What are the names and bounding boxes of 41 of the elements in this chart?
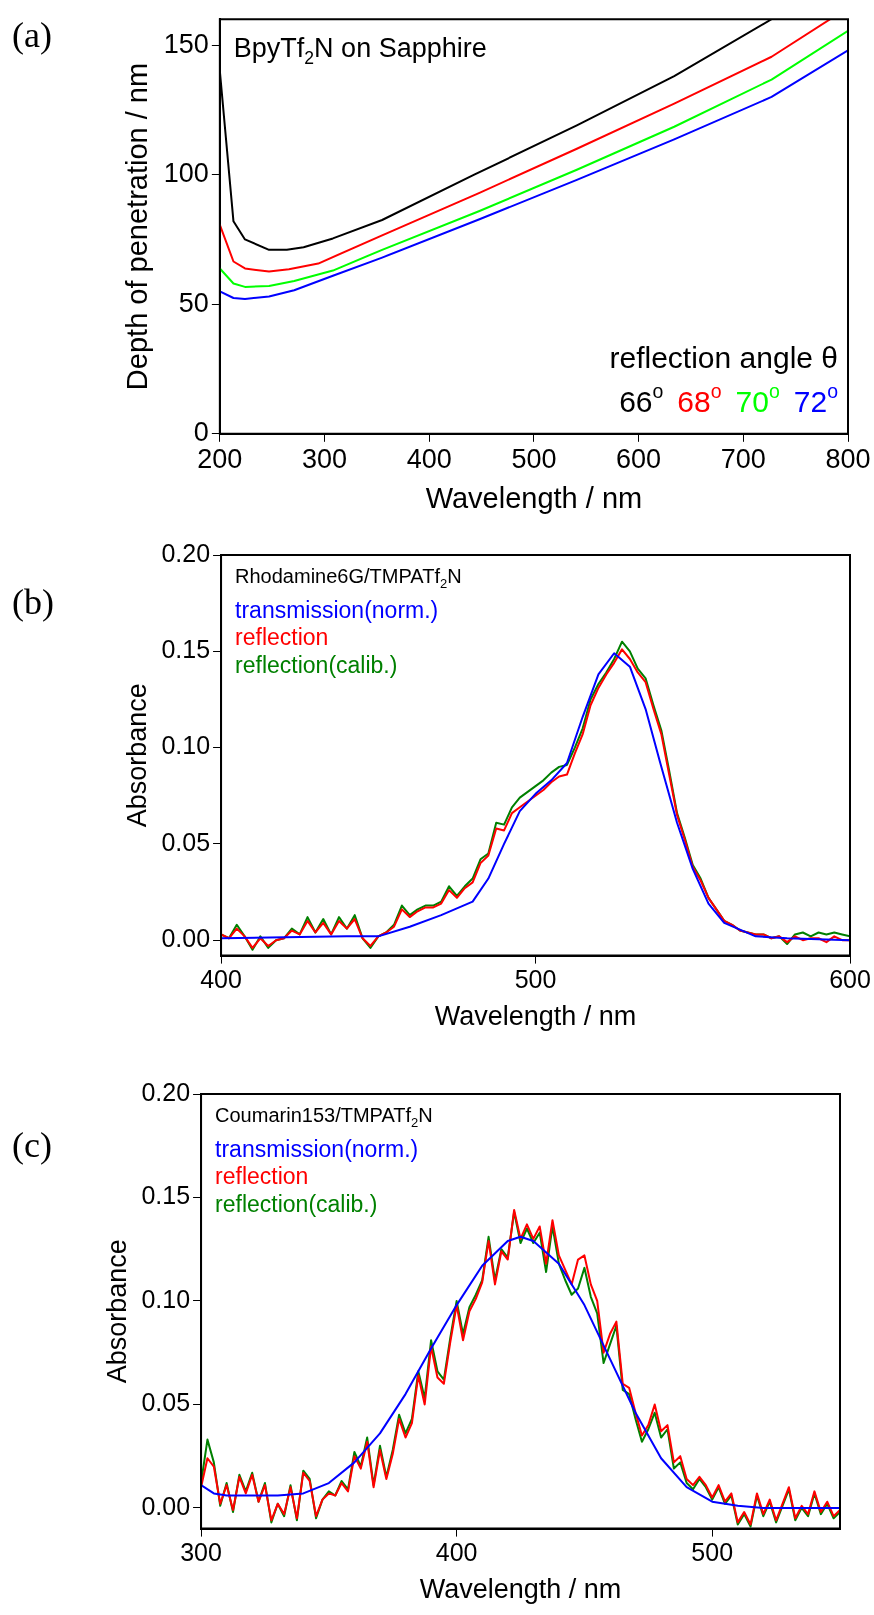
x-tick-label: 400 — [200, 965, 242, 994]
y-tick-label: 0.20 — [161, 538, 211, 567]
x-tick-label: 600 — [616, 444, 662, 475]
text: reflection — [215, 1163, 309, 1190]
y-axis-title: Absorbance — [121, 683, 152, 828]
y-tick-label: 0.20 — [141, 1077, 191, 1106]
text: transmission(norm.) — [235, 596, 439, 623]
text: (a) — [12, 15, 52, 56]
text: reflection — [235, 624, 329, 651]
y-tick-label: 0.00 — [161, 924, 211, 953]
x-axis-title: Wavelength / nm — [419, 1574, 622, 1605]
y-tick-label: 0.10 — [161, 731, 211, 760]
legend-title: reflection angle θ — [609, 340, 839, 374]
y-axis-title: Absorbance — [101, 1239, 132, 1384]
x-tick-label: 500 — [511, 444, 557, 475]
x-tick-label: 300 — [180, 1538, 222, 1567]
x-tick-label: 500 — [691, 1538, 734, 1567]
text: (b) — [12, 582, 54, 623]
x-tick-label: 800 — [825, 444, 871, 475]
y-tick-label: 150 — [163, 28, 209, 59]
y-tick-label: 0.05 — [141, 1388, 191, 1417]
text: reflection(calib.) — [215, 1190, 378, 1217]
y-axis-title: Depth of penetration / nm — [121, 62, 154, 391]
text: transmission(norm.) — [215, 1135, 419, 1162]
text: (c) — [12, 1125, 52, 1166]
x-tick-label: 500 — [514, 965, 557, 994]
y-tick-label: 50 — [178, 287, 209, 318]
x-axis-title: Wavelength / nm — [425, 481, 643, 514]
x-tick-label: 400 — [406, 444, 452, 475]
y-tick-label: 0.00 — [141, 1491, 191, 1520]
y-tick-label: 100 — [163, 158, 209, 189]
x-tick-label: 700 — [720, 444, 766, 475]
x-axis-title: Wavelength / nm — [434, 1001, 637, 1032]
y-tick-label: 0.15 — [161, 635, 211, 664]
x-tick-label: 300 — [302, 444, 348, 475]
text: reflection(calib.) — [235, 651, 398, 678]
x-tick-label: 600 — [829, 965, 871, 994]
y-tick-label: 0.15 — [141, 1181, 191, 1210]
y-tick-label: 0.10 — [141, 1284, 191, 1313]
y-tick-label: 0.05 — [161, 827, 211, 856]
x-tick-label: 400 — [435, 1538, 478, 1567]
